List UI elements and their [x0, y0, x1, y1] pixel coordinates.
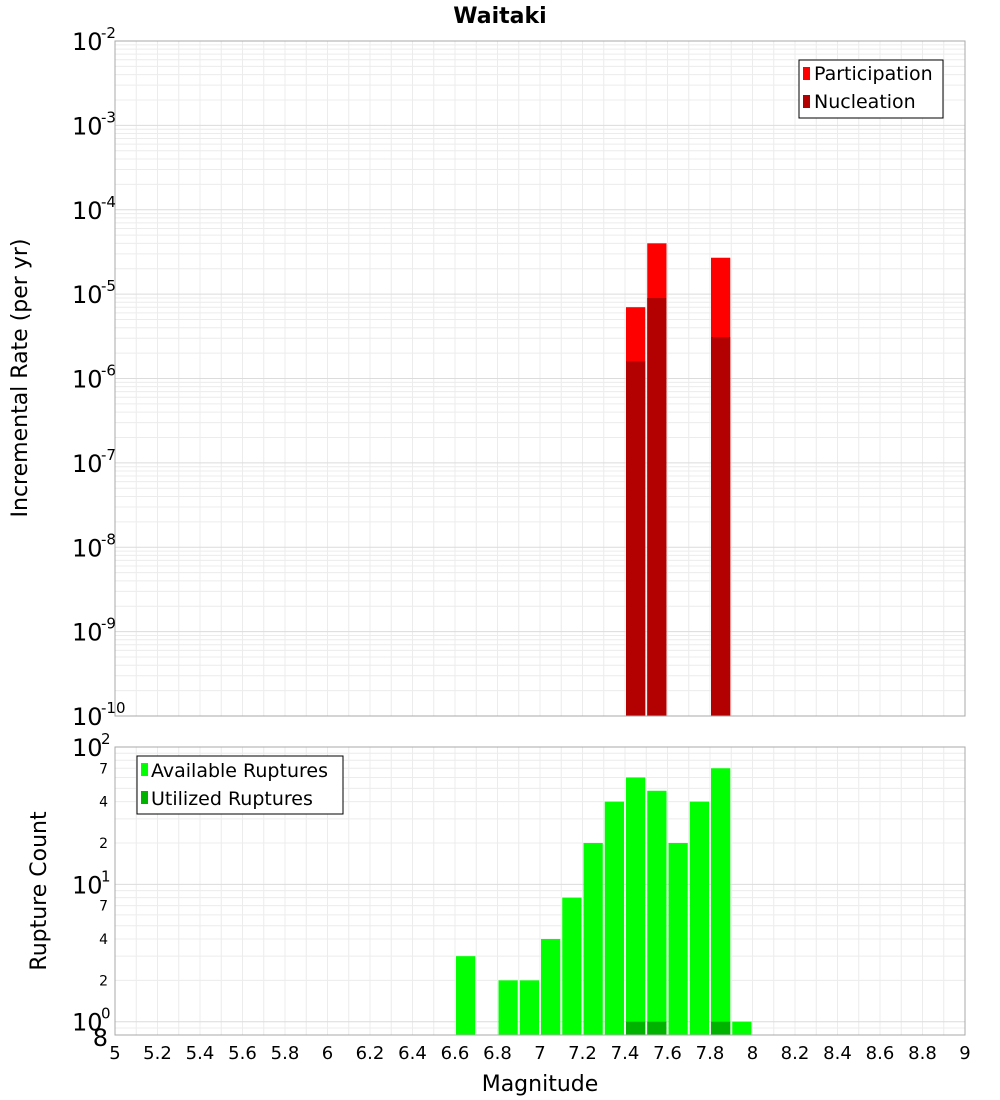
x-tick-label: 5 [109, 1043, 120, 1064]
bar-available-ruptures-7.05 [541, 939, 561, 1035]
count-y-tick-label: 10 [72, 734, 103, 762]
x-tick-label: 8.6 [866, 1043, 895, 1064]
count-y-tick-label: 10 [72, 1009, 103, 1037]
count-y-minor-label: 4 [99, 932, 108, 948]
rate-y-tick-label: 10 [72, 703, 103, 731]
rate-y-tick-exponent: -6 [101, 362, 116, 380]
rate-y-tick-exponent: -8 [101, 530, 116, 548]
x-tick-label: 5.2 [143, 1043, 172, 1064]
x-tick-label: 8.4 [823, 1043, 852, 1064]
rate-y-tick-exponent: -4 [101, 193, 116, 211]
rate-y-tick-label: 10 [72, 197, 103, 225]
count-y-tick-exponent: 2 [101, 730, 111, 748]
count-y-minor-label: 8 [93, 1024, 108, 1052]
count-y-minor-label: 2 [99, 973, 108, 989]
bar-utilized-ruptures-7.85 [711, 1021, 731, 1035]
bar-available-ruptures-7.55 [647, 790, 667, 1035]
x-tick-label: 9 [959, 1043, 970, 1064]
legend-swatch-utilized-ruptures [141, 791, 148, 804]
legend-label-utilized-ruptures: Utilized Ruptures [151, 788, 313, 810]
legend-label-available-ruptures: Available Ruptures [151, 760, 328, 782]
x-tick-label: 6 [322, 1043, 333, 1064]
x-tick-label: 8 [747, 1043, 758, 1064]
bar-available-ruptures-7.95 [732, 1021, 752, 1035]
x-tick-label: 7.8 [696, 1043, 725, 1064]
x-tick-label: 6.2 [356, 1043, 385, 1064]
bar-nucleation-7.55 [647, 297, 667, 716]
x-tick-label: 8.2 [781, 1043, 810, 1064]
count-panel-y-axis-label: Rupture Count [27, 811, 52, 971]
x-tick-label: 7 [534, 1043, 545, 1064]
rate-panel-bars [626, 243, 731, 717]
bar-utilized-ruptures-7.45 [626, 1021, 646, 1035]
rate-panel-frame [114, 40, 966, 717]
rate-y-tick-exponent: -2 [101, 24, 116, 42]
legend-label-participation: Participation [814, 63, 933, 85]
x-axis-ticks: 5 5.2 5.4 5.6 5.8 6 6.2 6.4 6.6 6.8 7 7.2 7.4 7.6 7.8 8… [109, 1043, 970, 1064]
x-tick-label: 7.6 [653, 1043, 682, 1064]
bar-nucleation-7.85 [711, 337, 731, 716]
count-y-tick-exponent: 1 [101, 867, 111, 885]
legend-label-nucleation: Nucleation [814, 91, 916, 113]
x-tick-label: 7.2 [568, 1043, 597, 1064]
x-tick-label: 6.6 [441, 1043, 470, 1064]
rate-y-tick-exponent: -5 [101, 277, 116, 295]
bar-available-ruptures-7.85 [711, 768, 731, 1035]
rate-y-tick-exponent: -9 [101, 615, 116, 633]
rate-panel-legend: Participation Nucleation [798, 59, 944, 119]
x-tick-label: 8.8 [908, 1043, 937, 1064]
bar-available-ruptures-6.85 [498, 980, 518, 1035]
bar-available-ruptures-6.65 [456, 956, 476, 1035]
bar-available-ruptures-7.65 [668, 843, 688, 1035]
rate-y-tick-label: 10 [72, 281, 103, 309]
x-tick-label: 6.8 [483, 1043, 512, 1064]
bar-available-ruptures-7.45 [626, 777, 646, 1035]
rate-y-tick-exponent: -3 [101, 108, 116, 126]
legend-swatch-nucleation [803, 95, 810, 108]
count-y-minor-label: 4 [99, 795, 108, 811]
rate-panel-y-axis-label: Incremental Rate (per yr) [8, 239, 33, 518]
rate-panel-grid [114, 41, 966, 717]
rate-y-tick-label: 10 [72, 28, 103, 56]
chart-title: Waitaki [453, 4, 546, 29]
count-panel-legend: Available Ruptures Utilized Ruptures [136, 755, 344, 815]
bar-nucleation-7.45 [626, 361, 646, 716]
rate-y-tick-label: 10 [72, 112, 103, 140]
x-axis-label: Magnitude [482, 1072, 599, 1097]
bar-available-ruptures-7.75 [689, 801, 709, 1035]
x-tick-label: 6.4 [398, 1043, 427, 1064]
bar-available-ruptures-7.15 [562, 897, 582, 1035]
bar-available-ruptures-7.35 [604, 801, 624, 1035]
x-tick-label: 7.4 [611, 1043, 640, 1064]
x-tick-label: 5.8 [271, 1043, 300, 1064]
count-y-minor-label: 7 [99, 899, 108, 915]
count-y-minor-label: 7 [99, 761, 108, 777]
x-tick-label: 5.6 [228, 1043, 257, 1064]
count-y-tick-label: 10 [72, 871, 103, 899]
x-tick-label: 5.4 [186, 1043, 215, 1064]
rate-y-tick-label: 10 [72, 366, 103, 394]
count-panel-bars [456, 768, 752, 1035]
rate-y-tick-label: 10 [72, 534, 103, 562]
bar-utilized-ruptures-7.55 [647, 1021, 667, 1035]
rate-panel-legend-box [798, 59, 944, 119]
bar-available-ruptures-6.95 [519, 980, 539, 1035]
rate-y-tick-exponent: -7 [101, 446, 116, 464]
rate-y-tick-exponent: -10 [101, 699, 126, 717]
rate-y-tick-label: 10 [72, 619, 103, 647]
count-y-minor-label: 2 [99, 836, 108, 852]
count-y-tick-exponent: 0 [101, 1005, 111, 1023]
rate-y-tick-label: 10 [72, 450, 103, 478]
bar-available-ruptures-7.25 [583, 843, 603, 1035]
count-panel-frame [114, 746, 966, 1036]
legend-swatch-participation [803, 67, 810, 80]
legend-swatch-available-ruptures [141, 763, 148, 776]
count-panel-legend-box [136, 755, 344, 815]
